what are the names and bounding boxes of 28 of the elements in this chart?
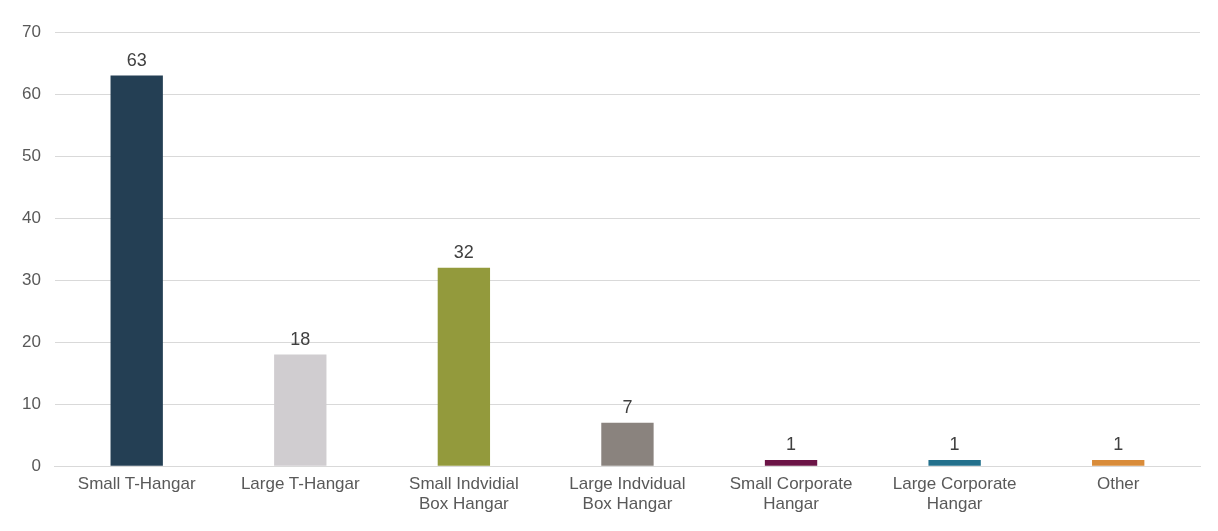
bar: [110, 75, 163, 466]
data-label: 18: [290, 328, 311, 349]
y-tick-label: 50: [21, 145, 41, 165]
y-tick-label: 70: [21, 21, 41, 41]
x-tick-label: Large Indvidual Box Hangar: [569, 474, 686, 514]
y-tick-label: 10: [21, 393, 41, 413]
data-label: 63: [126, 49, 147, 70]
data-label: 1: [949, 433, 960, 454]
bar: [1092, 460, 1145, 466]
data-label: 1: [786, 433, 797, 454]
bar: [764, 460, 818, 466]
data-label: 32: [453, 241, 474, 262]
y-tick-label: 0: [31, 455, 41, 475]
x-tick-label: Small Corporate Hangar: [729, 474, 853, 514]
data-label: 1: [1113, 433, 1124, 454]
y-tick-label: 30: [21, 269, 41, 289]
bar: [928, 460, 981, 466]
x-tick-label: Large Corporate Hangar: [892, 474, 1017, 514]
x-tick-label: Large T-Hangar: [240, 474, 360, 494]
data-label: 7: [622, 396, 633, 417]
x-tick-label: Other: [1096, 474, 1140, 494]
y-tick-label: 60: [21, 83, 41, 103]
bar: [601, 422, 654, 466]
x-tick-label: Small Indvidial Box Hangar: [409, 474, 519, 514]
y-tick-label: 20: [21, 331, 41, 351]
y-tick-label: 40: [21, 207, 41, 227]
x-tick-label: Small T-Hangar: [77, 474, 196, 494]
bar: [437, 267, 491, 466]
